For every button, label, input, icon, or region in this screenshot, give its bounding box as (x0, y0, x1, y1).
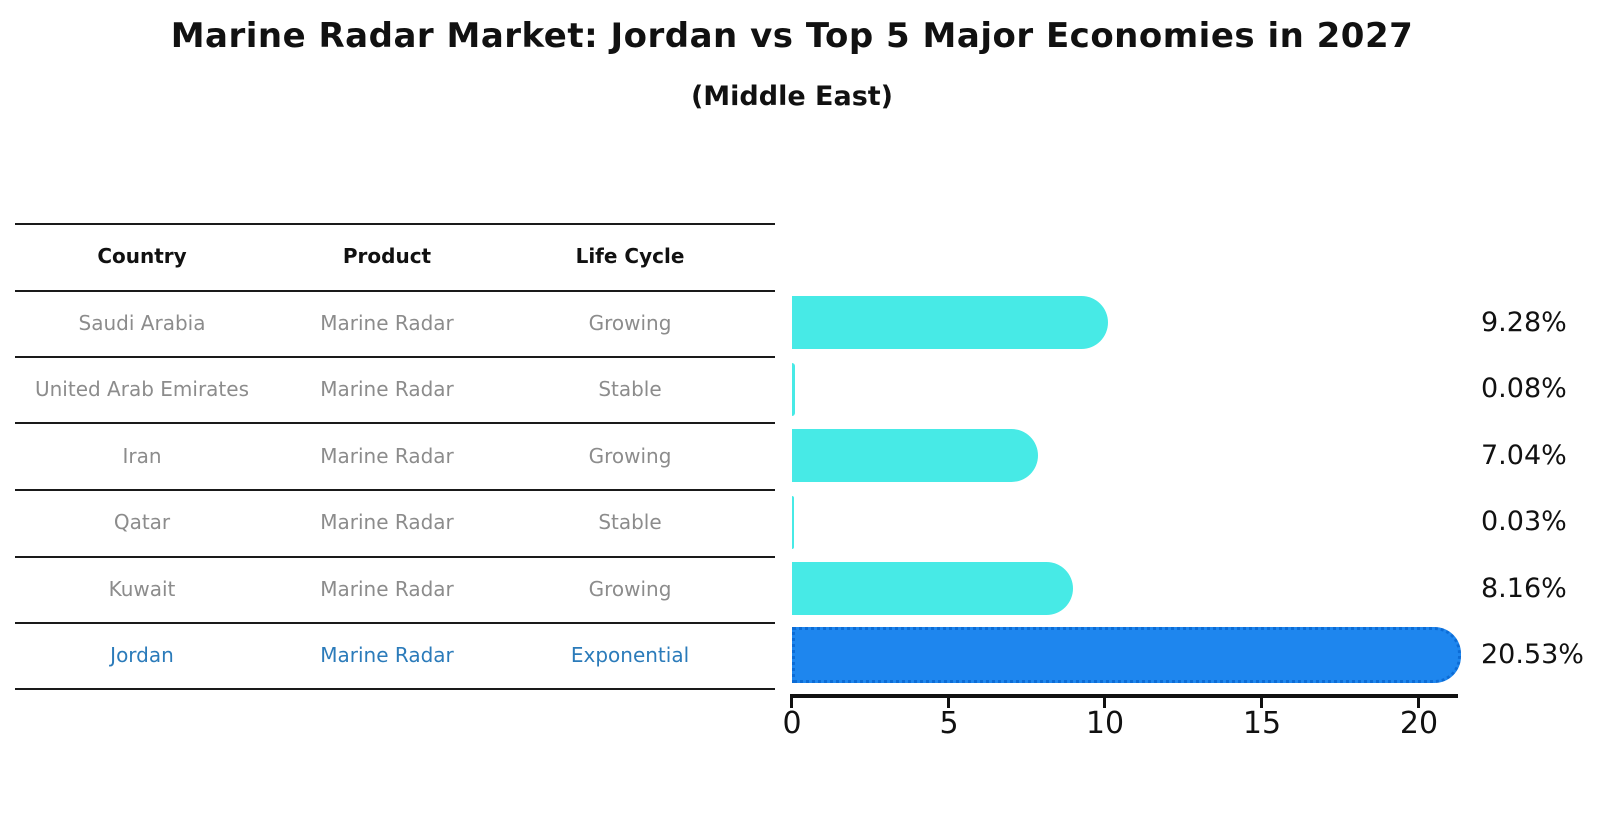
x-axis-tick-label: 10 (1085, 706, 1125, 741)
x-axis-tick (1103, 694, 1106, 708)
bar-saudi-arabia (792, 296, 1109, 349)
table-cell-country: Jordan (110, 643, 174, 667)
bar-kuwait (792, 562, 1074, 615)
table-cell-product: Marine Radar (320, 577, 454, 601)
table-cell-product: Marine Radar (320, 510, 454, 534)
chart-subtitle: (Middle East) (690, 81, 894, 112)
x-axis-tick (1260, 694, 1263, 708)
table-row-separator (15, 422, 775, 424)
x-axis-tick-label: 20 (1399, 706, 1439, 741)
x-axis-tick-label: 15 (1242, 706, 1282, 741)
table-cell-product: Marine Radar (320, 444, 454, 468)
table-row-separator (15, 622, 775, 624)
table-cell-country: United Arab Emirates (34, 377, 249, 401)
bar-value-label: 0.03% (1481, 506, 1567, 537)
table-row-separator (15, 556, 775, 558)
table-cell-country: Iran (122, 444, 162, 468)
bar-qatar (792, 496, 794, 549)
table-header-line (15, 290, 775, 292)
table-header-country: Country (97, 244, 187, 268)
bar-united-arab-emirates (792, 363, 795, 416)
bar-value-label: 9.28% (1481, 307, 1567, 338)
bar-value-label: 0.08% (1481, 373, 1567, 404)
table-cell-country: Kuwait (108, 577, 176, 601)
table-cell-product: Marine Radar (320, 643, 454, 667)
table-cell-country: Saudi Arabia (78, 311, 206, 335)
table-row-separator (15, 489, 775, 491)
bar-value-label: 8.16% (1481, 573, 1567, 604)
table-cell-life-cycle: Growing (588, 444, 672, 468)
x-axis-tick (790, 694, 793, 708)
bar-jordan-highlighted (792, 627, 1461, 683)
table-header-life-cycle: Life Cycle (575, 244, 685, 268)
table-cell-product: Marine Radar (320, 311, 454, 335)
bar-iran (792, 429, 1039, 482)
table-header-product: Product (342, 244, 432, 268)
table-cell-life-cycle: Exponential (570, 643, 690, 667)
x-axis-tick (947, 694, 950, 708)
x-axis-line (790, 694, 1458, 698)
table-cell-country: Qatar (113, 510, 171, 534)
bar-value-label: 20.53% (1481, 639, 1584, 670)
table-cell-life-cycle: Stable (598, 377, 662, 401)
table-top-line (15, 223, 775, 225)
table-cell-product: Marine Radar (320, 377, 454, 401)
table-cell-life-cycle: Stable (598, 510, 662, 534)
x-axis-tick-label: 5 (939, 706, 959, 741)
x-axis-tick (1417, 694, 1420, 708)
table-bottom-line (15, 688, 775, 690)
table-cell-life-cycle: Growing (588, 577, 672, 601)
x-axis-tick-label: 0 (782, 706, 802, 741)
table-row-separator (15, 356, 775, 358)
table-cell-life-cycle: Growing (588, 311, 672, 335)
chart-title: Marine Radar Market: Jordan vs Top 5 Maj… (170, 16, 1414, 56)
bar-value-label: 7.04% (1481, 440, 1567, 471)
